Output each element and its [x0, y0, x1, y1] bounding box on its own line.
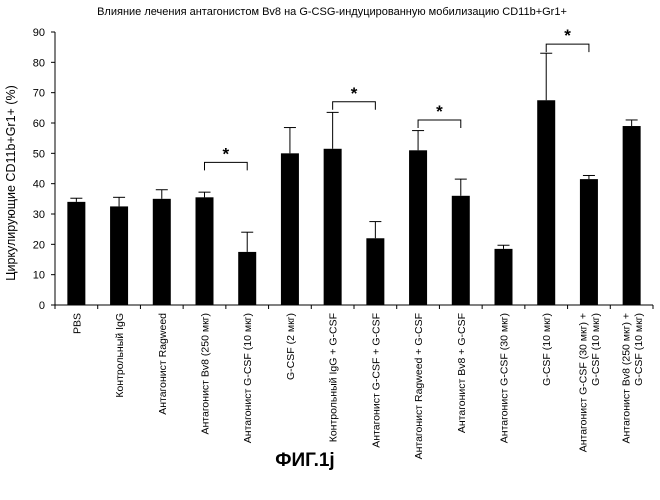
y-tick-label: 50: [33, 148, 45, 160]
category-label: Антагонист G-CSF (10 мкг): [242, 313, 254, 443]
bar: [494, 248, 513, 305]
y-tick-label: 10: [33, 270, 45, 282]
significance-star: *: [351, 84, 358, 103]
y-tick-label: 30: [33, 209, 45, 221]
category-label: Антагонист G-CSF (30 мкг): [499, 313, 511, 443]
significance-star: *: [223, 144, 230, 163]
y-axis-label: Циркулирующие CD11b+Gr1+ (%): [4, 85, 18, 281]
category-label: PBS: [71, 313, 83, 334]
bar: [323, 148, 342, 305]
category-label-line: Антагонист Ragweed: [157, 313, 169, 415]
bar: [409, 150, 428, 305]
error-bars: [70, 52, 638, 252]
y-tick-label: 40: [33, 179, 45, 191]
bar: [537, 100, 556, 305]
category-label-line: G-CSF (10 мкг): [590, 313, 602, 386]
bar: [110, 206, 129, 305]
category-label: Контрольный IgG: [114, 313, 126, 398]
category-label-line: Антагонист Bv8 + G-CSF: [456, 313, 468, 433]
y-tick-label: 70: [33, 88, 45, 100]
bar: [366, 238, 385, 305]
significance-bracket: [332, 101, 376, 110]
y-tick-label: 90: [33, 27, 45, 39]
category-label-line: Антагонист Ragweed + G-CSF: [413, 313, 425, 459]
category-label: Антагонист Ragweed + G-CSF: [413, 313, 425, 459]
significance-bracket: [545, 43, 590, 53]
bar: [152, 198, 171, 305]
significance-star: *: [436, 102, 443, 121]
category-label-line: Контрольный IgG: [114, 313, 126, 398]
bar: [195, 197, 214, 305]
category-label-line: Антагонист Bv8 (250 мкг): [200, 313, 212, 435]
bar: [451, 195, 470, 305]
y-tick-label: 80: [33, 57, 45, 69]
significance-bracket: [204, 161, 248, 171]
category-label: Антагонист Bv8 (250 мкг) + G-CSF (10 мкг): [620, 313, 645, 444]
significance-brackets: * * * *: [204, 26, 590, 171]
category-label: Антагонист Bv8 (250 мкг): [200, 313, 212, 435]
category-label-line: PBS: [71, 313, 83, 334]
bar: [622, 126, 641, 306]
category-label-line: G-CSF (10 мкг): [633, 313, 645, 386]
significance-star: *: [564, 26, 571, 45]
category-label: Контрольный IgG + G-CSF: [328, 313, 340, 442]
bars: [67, 100, 641, 306]
category-label: Антагонист Ragweed: [157, 313, 169, 415]
category-label-line: Контрольный IgG + G-CSF: [328, 313, 340, 442]
category-label-line: Антагонист G-CSF + G-CSF: [370, 313, 382, 448]
category-label: G-CSF (10 мкг): [541, 313, 553, 386]
bar: [238, 251, 257, 305]
y-tick-label: 0: [39, 300, 45, 312]
category-label: Антагонист G-CSF + G-CSF: [370, 313, 382, 448]
category-label-line: Антагонист G-CSF (10 мкг): [242, 313, 254, 443]
category-label-line: G-CSF (10 мкг): [541, 313, 553, 386]
bar: [280, 153, 299, 305]
category-label-line: Антагонист G-CSF (30 мкг) +: [578, 313, 590, 452]
significance-bracket: [417, 119, 462, 128]
chart-title: Влияние лечения антагонистом Bv8 на G-CS…: [97, 6, 567, 18]
figure-label: ФИГ.1j: [275, 450, 334, 471]
y-tick-label: 20: [33, 239, 45, 251]
category-label: Антагонист G-CSF (30 мкг) + G-CSF (10 мкг…: [578, 313, 603, 452]
category-label-line: Антагонист Bv8 (250 мкг) +: [620, 313, 632, 444]
y-tick-label: 60: [33, 118, 45, 130]
category-labels: PBS Контрольный IgG Антагонист Ragweed Анта…: [71, 313, 645, 460]
category-label-line: G-CSF (2 мкг): [285, 313, 297, 380]
bar: [67, 201, 86, 305]
category-label: Антагонист Bv8 + G-CSF: [456, 313, 468, 433]
category-label-line: Антагонист G-CSF (30 мкг): [499, 313, 511, 443]
bar: [579, 179, 598, 305]
category-label: G-CSF (2 мкг): [285, 313, 297, 380]
